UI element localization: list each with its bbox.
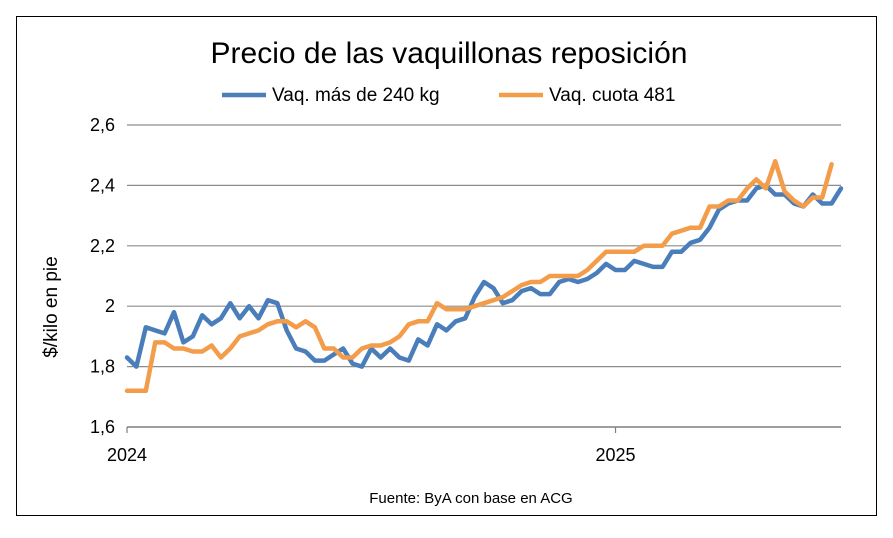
line-chart: Precio de las vaquillonas reposición Vaq… (41, 37, 844, 507)
series-line-2 (124, 158, 834, 394)
y-tick-label: 2,4 (90, 175, 115, 195)
y-axis-ticks: 1,6 1,8 2 2,2 2,4 2,6 (90, 115, 115, 437)
source-note: Fuente: ByA con base en ACG (369, 490, 572, 507)
legend-label: Vaq. más de 240 kg (272, 85, 440, 106)
x-tick-label: 2025 (596, 445, 636, 465)
y-tick-label: 2,2 (90, 236, 115, 256)
y-tick-label: 2 (105, 296, 115, 316)
gridlines (127, 124, 841, 428)
y-tick-label: 2,6 (90, 115, 115, 135)
y-tick-label: 1,8 (90, 357, 115, 377)
legend: Vaq. más de 240 kg Vaq. cuota 481 (222, 85, 675, 106)
x-tick-label: 2024 (107, 445, 147, 465)
y-axis-label: $/kilo en pie (41, 256, 62, 357)
y-tick-label: 1,6 (90, 417, 115, 437)
series-layer (124, 158, 844, 394)
x-axis-ticks: 2024 2025 (107, 427, 636, 465)
series-line-1 (124, 183, 844, 369)
chart-title: Precio de las vaquillonas reposición (211, 37, 688, 70)
legend-label: Vaq. cuota 481 (549, 85, 675, 106)
chart-frame: Precio de las vaquillonas reposición Vaq… (16, 16, 877, 516)
